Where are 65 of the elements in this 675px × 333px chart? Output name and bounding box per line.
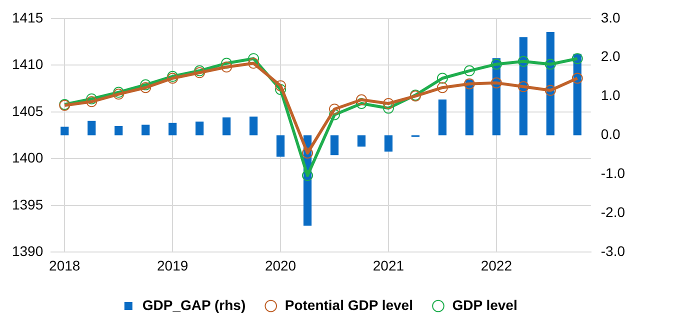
point [518,56,529,67]
x-tick-label: 2022 [480,257,512,274]
y-tick-label: 1395 [12,196,44,212]
point [248,58,260,69]
y2-tick-label: -1.0 [600,165,626,182]
y2-tick-label: -2.0 [600,204,626,220]
bar [330,135,339,156]
point [86,96,98,108]
point [86,93,98,104]
bar [384,135,393,152]
x-tick-label: 2020 [264,257,296,274]
x-tick-label: 2019 [157,257,188,274]
bar [222,117,231,136]
bar [465,80,474,136]
x-tick-label: 2021 [372,257,404,274]
y-tick-label: 1415 [12,9,44,26]
point [329,109,340,120]
point [464,65,475,76]
bar [276,135,285,157]
y2-tick-label: -3.0 [600,243,626,260]
point [302,170,314,182]
y-tick-label: 1405 [12,102,44,119]
point [248,53,260,64]
bar [114,126,123,136]
point [356,94,367,106]
point [436,72,448,84]
bar [142,124,150,136]
y2-tick-label: 3.0 [600,9,621,26]
point [572,53,583,64]
point [436,82,448,94]
point [275,84,286,95]
bar [60,126,69,136]
y2-tick-label: 1.0 [600,87,621,104]
point [518,81,529,92]
point [275,80,286,92]
point [329,104,340,115]
point [544,84,556,96]
x-tick-label: 2018 [49,257,80,274]
y-tick-label: 1400 [12,150,44,166]
legend-label: Potential GDP level [284,296,413,313]
point [464,78,475,90]
point [382,102,394,114]
point [544,58,556,70]
point [490,58,502,70]
point [140,82,152,94]
legend-label: GDP_GAP (rhs) [142,296,246,313]
y2-tick-label: 0.0 [600,126,621,142]
y-tick-label: 1410 [12,56,44,72]
point [140,79,152,90]
point [490,77,502,88]
point [221,62,232,73]
bar [196,122,204,136]
y-tick-label: 1390 [12,243,44,260]
y2-tick-label: 2.0 [600,48,621,64]
bar [357,135,366,147]
point [221,58,232,69]
point [382,98,394,110]
bar [249,116,258,136]
bar [438,99,446,136]
bar [168,122,177,136]
point [572,72,583,84]
bar [88,120,96,136]
point [302,148,314,159]
point [356,98,367,110]
legend-label: GDP level [452,296,518,313]
